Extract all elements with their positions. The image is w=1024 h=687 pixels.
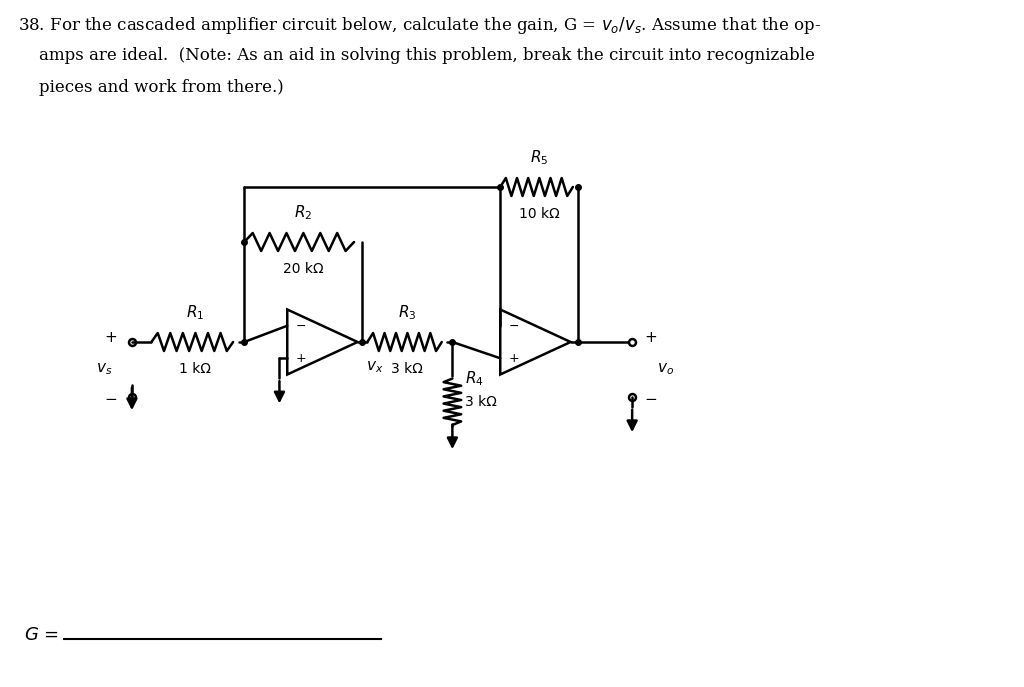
Text: $+$: $+$ <box>295 352 306 365</box>
Text: $v_x$: $v_x$ <box>367 359 384 374</box>
Text: $R_2$: $R_2$ <box>294 203 312 222</box>
Text: 38. For the cascaded amplifier circuit below, calculate the gain, G = $v_o/v_s$.: 38. For the cascaded amplifier circuit b… <box>17 15 821 36</box>
Text: $-$: $-$ <box>644 390 657 405</box>
Text: 20 kΩ: 20 kΩ <box>283 262 324 276</box>
Text: pieces and work from there.): pieces and work from there.) <box>17 79 284 96</box>
Text: $v_o$: $v_o$ <box>656 361 674 377</box>
Text: $R_4$: $R_4$ <box>465 370 483 388</box>
Text: $+$: $+$ <box>644 330 657 344</box>
Text: $v_s$: $v_s$ <box>96 361 113 377</box>
Text: $+$: $+$ <box>508 352 519 365</box>
Text: 3 kΩ: 3 kΩ <box>391 362 423 376</box>
Text: $R_1$: $R_1$ <box>186 303 205 322</box>
Text: 1 kΩ: 1 kΩ <box>179 362 211 376</box>
Text: $-$: $-$ <box>295 319 306 333</box>
Text: $G$ =: $G$ = <box>25 626 61 644</box>
Text: $-$: $-$ <box>103 390 117 405</box>
Text: $-$: $-$ <box>508 319 519 333</box>
Text: $R_5$: $R_5$ <box>530 148 549 167</box>
Text: $+$: $+$ <box>103 330 117 344</box>
Text: 3 kΩ: 3 kΩ <box>465 395 497 409</box>
Text: 10 kΩ: 10 kΩ <box>519 207 560 221</box>
Text: $R_3$: $R_3$ <box>398 303 417 322</box>
Text: amps are ideal.  (Note: As an aid in solving this problem, break the circuit int: amps are ideal. (Note: As an aid in solv… <box>17 47 814 64</box>
